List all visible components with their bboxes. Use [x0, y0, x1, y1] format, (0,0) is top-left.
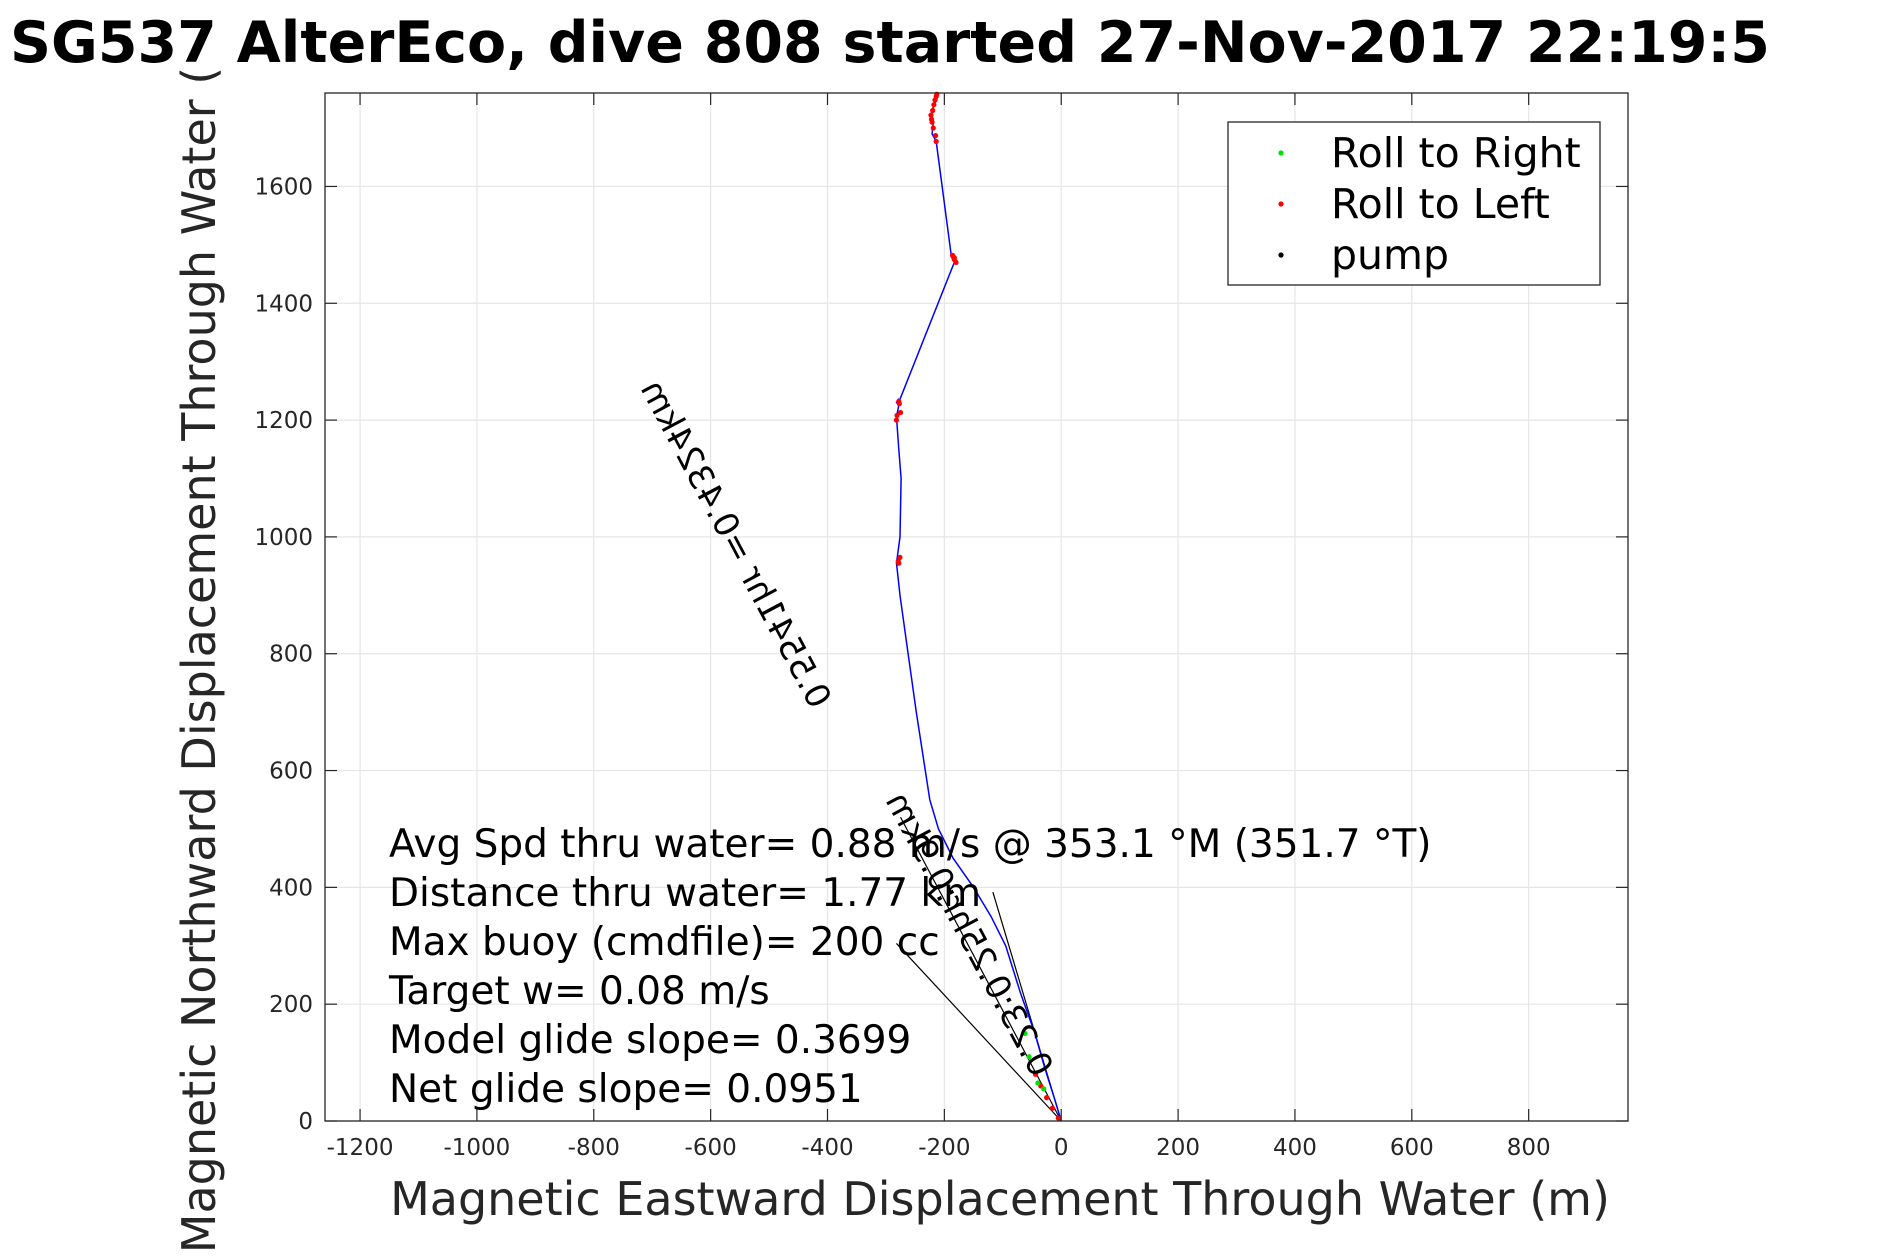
annotation-model-glide: Model glide slope= 0.3699 — [389, 1018, 911, 1063]
roll-left-point — [949, 252, 956, 258]
roll-left-point — [893, 417, 900, 423]
roll-left-point — [896, 398, 902, 404]
y-axis-label: Magnetic Northward Displacement Through … — [172, 67, 226, 1253]
roll-left-point — [930, 125, 936, 131]
roll-left-point — [930, 107, 936, 114]
y-tick-label: 1600 — [254, 174, 313, 200]
chart-title: SG537 AlterEco, dive 808 started 27-Nov-… — [10, 10, 1770, 76]
roll-left-point — [895, 558, 901, 565]
roll-right-point — [1041, 1086, 1047, 1092]
x-tick-label: 400 — [1273, 1135, 1317, 1161]
annotation-max-buoy: Max buoy (cmdfile)= 200 cc — [389, 920, 940, 965]
axis-ticks: -1200 -1000 -800 -600 -400 -200 0 200 400 600 800 0… — [254, 93, 1628, 1161]
x-axis-label: Magnetic Eastward Displacement Through W… — [390, 1172, 1610, 1226]
x-tick-label: -200 — [918, 1135, 970, 1161]
y-tick-label: 1200 — [254, 408, 313, 434]
x-tick-label: 800 — [1507, 1135, 1551, 1161]
y-tick-label: 400 — [269, 875, 313, 901]
x-tick-label: 200 — [1156, 1135, 1200, 1161]
roll-left-point — [933, 138, 939, 145]
roll-left-point — [932, 133, 939, 139]
legend-label: Roll to Left — [1331, 180, 1550, 228]
x-tick-label: 0 — [1054, 1135, 1069, 1161]
annotation-avg-speed: Avg Spd thru water= 0.88 m/s @ 353.1 °M … — [389, 822, 1432, 867]
roll-left-point — [894, 412, 900, 419]
roll-left-point — [931, 102, 937, 108]
plot-frame — [324, 92, 1629, 1122]
roll-left-point — [928, 116, 935, 122]
roll-left-point — [897, 554, 903, 560]
y-tick-label: 800 — [269, 642, 313, 668]
x-tick-label: -600 — [685, 1135, 737, 1161]
y-tick-label: 200 — [269, 992, 313, 1018]
y-tick-label: 600 — [269, 759, 313, 785]
roll-left-point — [1044, 1095, 1050, 1101]
roll-left-point — [1055, 1115, 1061, 1121]
legend-label: pump — [1331, 231, 1449, 279]
model-glide-line — [900, 816, 1062, 1122]
x-tick-label: -400 — [801, 1135, 853, 1161]
legend-marker — [1278, 201, 1284, 207]
legend-box — [1227, 121, 1601, 286]
roll-right-point — [1026, 1054, 1032, 1060]
annotation-target-w: Target w= 0.08 m/s — [388, 969, 770, 1014]
roll-left-point — [897, 409, 904, 416]
roll-left-point — [934, 91, 940, 97]
roll-left-point — [1032, 1071, 1039, 1077]
annotation-block: Avg Spd thru water= 0.88 m/s @ 353.1 °M … — [388, 822, 1432, 1112]
annotation-distance: Distance thru water= 1.77 km — [389, 871, 981, 916]
model-glide-line — [896, 943, 1062, 1122]
legend-marker — [1278, 150, 1284, 156]
annotation-net-glide: Net glide slope= 0.0951 — [389, 1067, 863, 1112]
x-tick-label: 600 — [1390, 1135, 1434, 1161]
y-tick-label: 1400 — [254, 291, 313, 317]
roll-left-point — [928, 112, 934, 118]
roll-right-point — [1035, 1080, 1041, 1086]
roll-right-point — [1022, 1030, 1028, 1036]
x-tick-label: -1200 — [327, 1135, 394, 1161]
roll-points — [893, 91, 1061, 1121]
x-tick-label: -800 — [568, 1135, 620, 1161]
y-tick-label: 1000 — [254, 525, 313, 551]
roll-left-point — [1049, 1105, 1056, 1111]
legend-label: Roll to Right — [1331, 129, 1581, 177]
legend-marker — [1278, 252, 1284, 258]
roll-left-point — [951, 256, 957, 263]
y-tick-label: 0 — [298, 1109, 313, 1135]
x-tick-label: -1000 — [443, 1135, 510, 1161]
